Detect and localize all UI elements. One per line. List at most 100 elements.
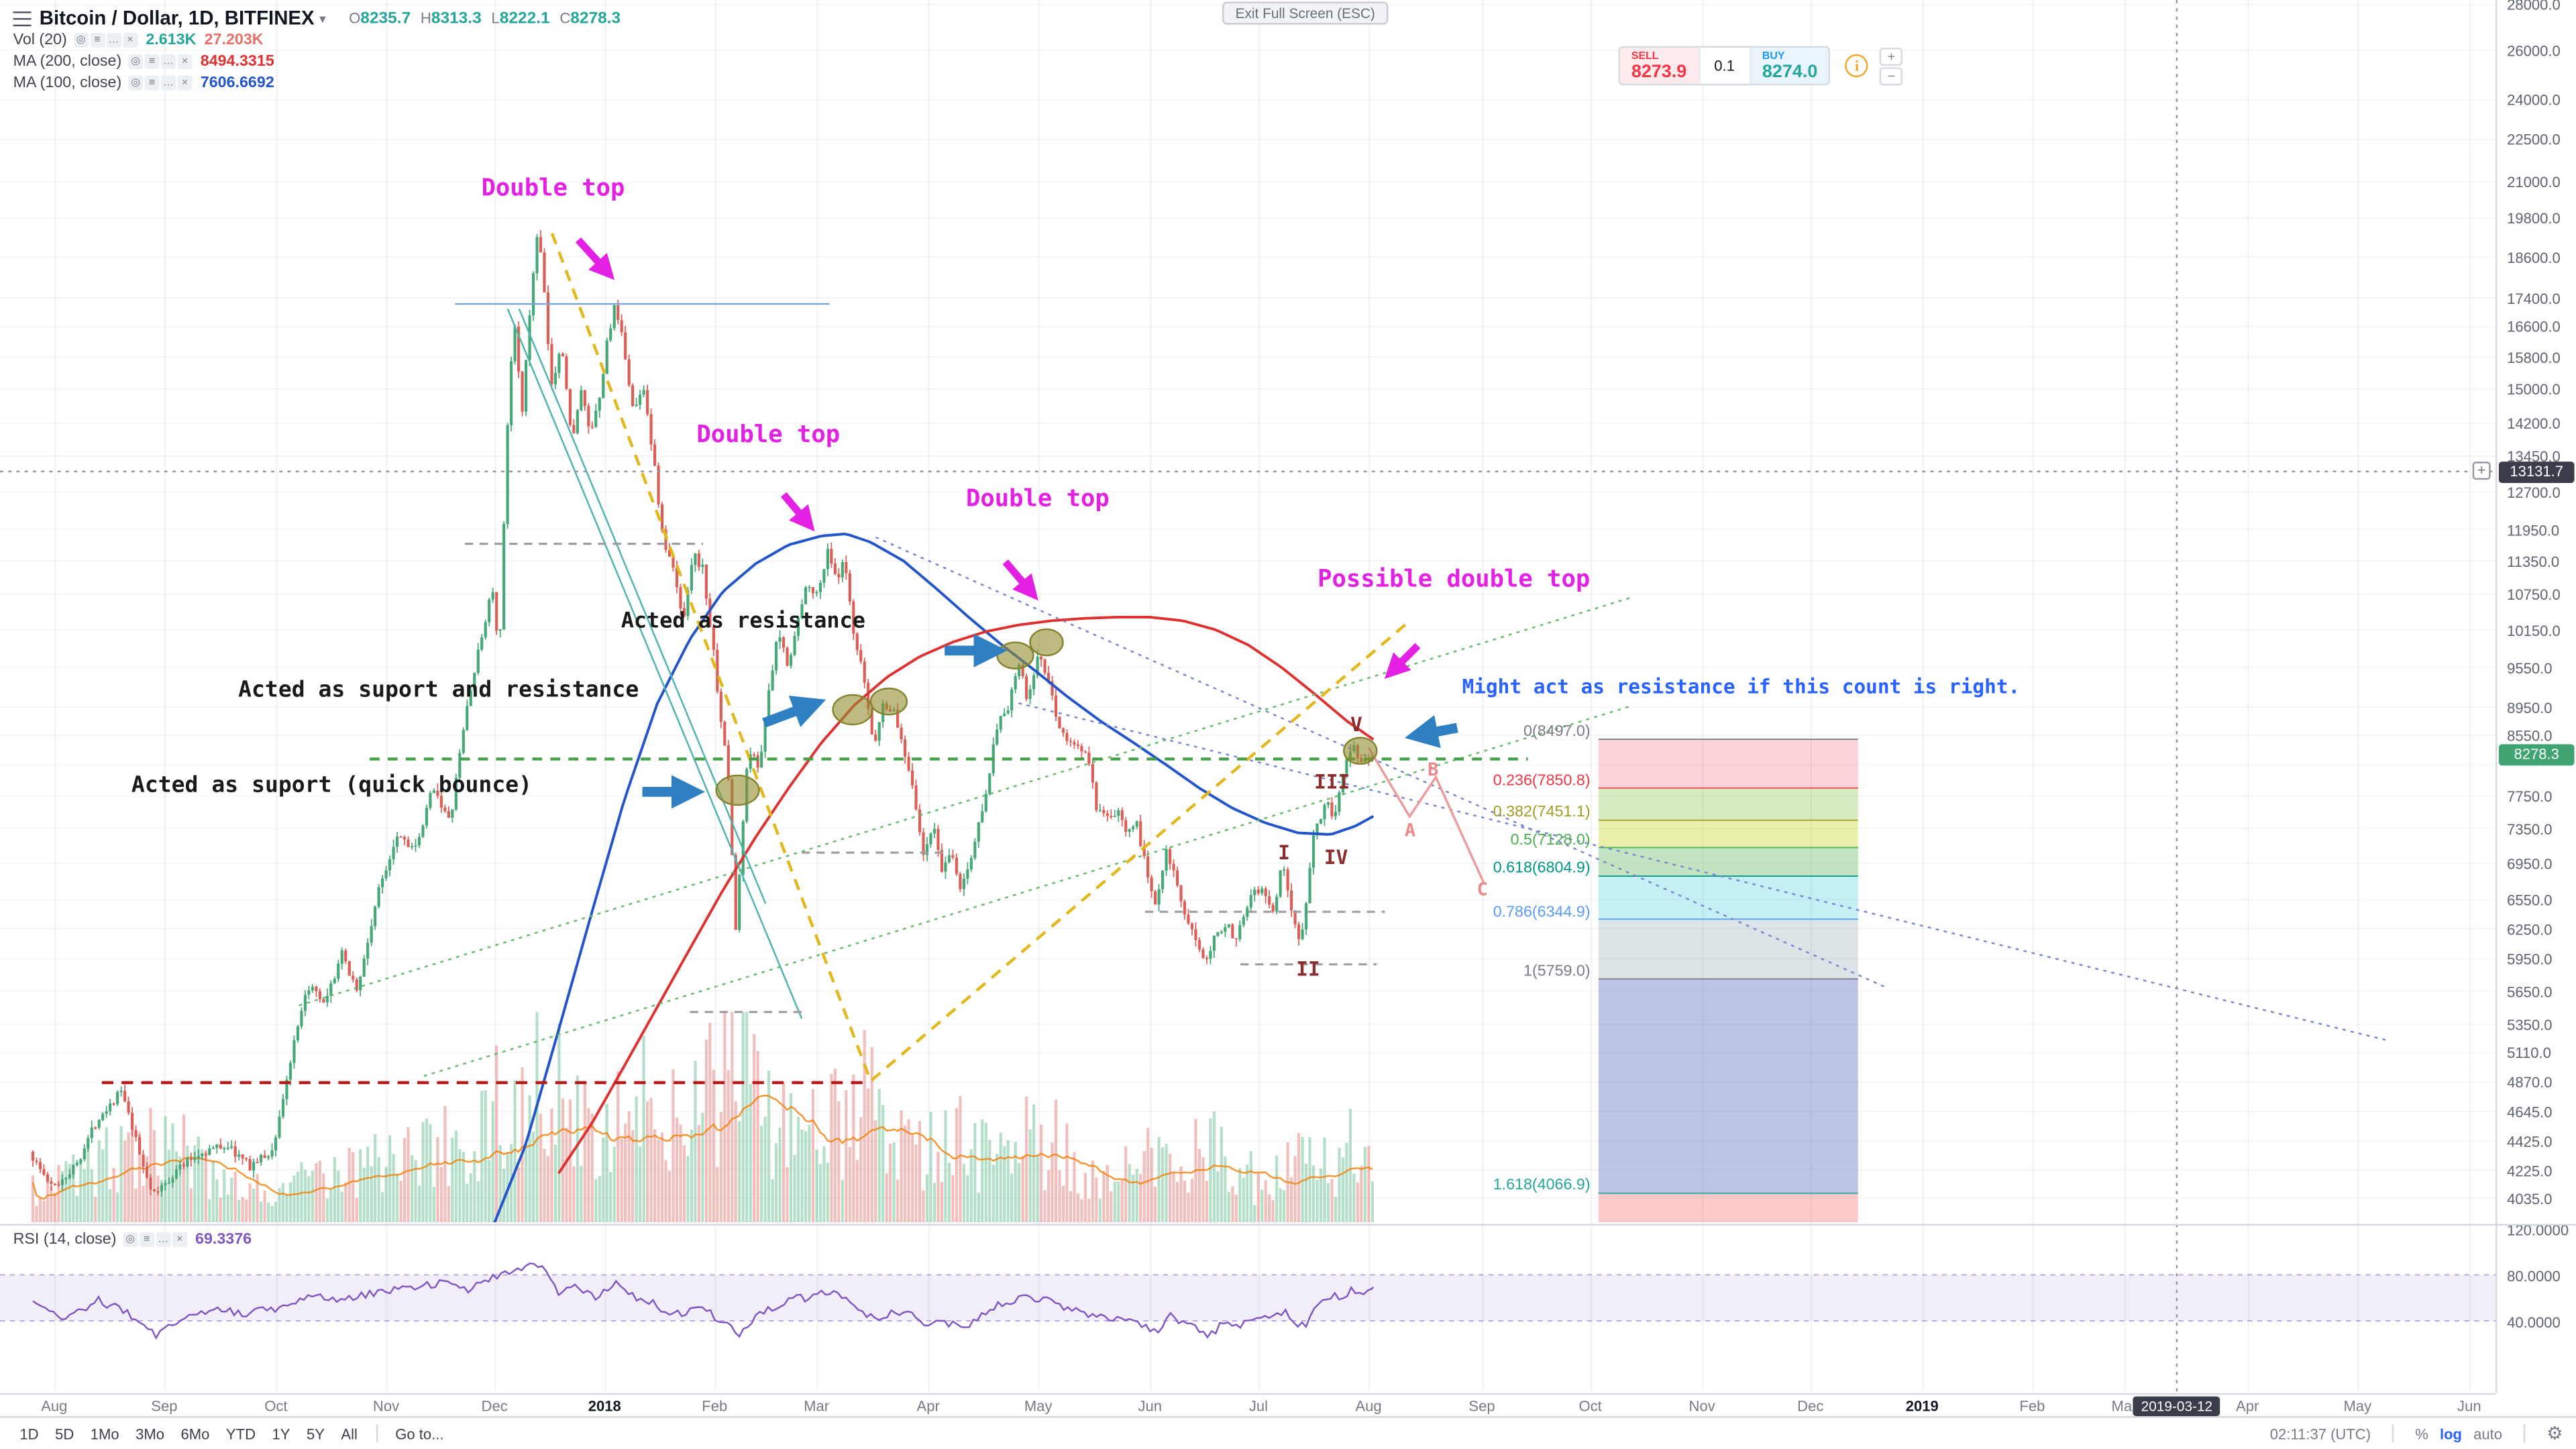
scale-button-%[interactable]: % (2415, 1425, 2428, 1442)
crosshair (0, 0, 2496, 1392)
range-button-1y[interactable]: 1Y (272, 1425, 290, 1442)
time-tick: Aug (1355, 1398, 1382, 1415)
blue-dotted-resistance-1[interactable] (875, 536, 1886, 988)
range-button-5y[interactable]: 5Y (306, 1425, 325, 1442)
green-dotted-support-1[interactable] (299, 597, 1630, 1006)
abc-projection[interactable] (1367, 747, 1485, 883)
highlight-ellipse[interactable] (996, 641, 1034, 669)
close-icon[interactable]: × (123, 32, 138, 47)
price-tick: 22500.0 (2507, 131, 2561, 149)
menu-icon[interactable]: ≡ (144, 53, 160, 68)
chart-canvas[interactable] (0, 0, 2496, 1393)
fib-retracement[interactable] (1598, 739, 1858, 1223)
time-tick: Dec (1797, 1398, 1824, 1415)
teal-trendline-2[interactable] (518, 308, 767, 904)
more-icon[interactable]: … (156, 1232, 171, 1247)
time-tick: Jun (1138, 1398, 1163, 1415)
visibility-icon[interactable]: ◎ (73, 32, 89, 47)
symbol-menu-icon[interactable] (13, 10, 32, 25)
close-icon[interactable]: × (177, 53, 193, 68)
time-tick: 2019 (1905, 1398, 1939, 1415)
more-icon[interactable]: … (106, 32, 121, 47)
indicator-name: MA (100, close) (13, 72, 122, 91)
price-tick: 19800.0 (2507, 211, 2561, 227)
indicator-value: 7606.6692 (200, 72, 274, 91)
time-tick: Oct (264, 1398, 288, 1415)
increase-quantity-button[interactable]: + (1880, 46, 1903, 65)
indicator-value: 2.613K (146, 30, 197, 49)
yellow-dashed-path[interactable] (550, 232, 1411, 1084)
teal-trendline-1[interactable] (506, 308, 803, 1019)
time-tick: Mar (2111, 1398, 2137, 1415)
sell-label: SELL (1631, 50, 1659, 62)
arrow-drawing[interactable] (1384, 643, 1421, 680)
indicator-action-icons: ◎ ≡… × (73, 32, 138, 47)
time-tick: May (2343, 1398, 2372, 1415)
range-button-all[interactable]: All (341, 1425, 358, 1442)
arrow-drawing[interactable] (1404, 715, 1458, 749)
price-tick: 4645.0 (2507, 1104, 2553, 1121)
volume-bars (31, 1012, 1374, 1223)
buy-button[interactable]: BUY 8274.0 (1750, 46, 1831, 86)
menu-icon[interactable]: ≡ (90, 32, 105, 47)
arrow-drawing[interactable] (762, 696, 826, 728)
visibility-icon[interactable]: ◎ (128, 53, 144, 68)
sell-button[interactable]: SELL 8273.9 (1618, 46, 1699, 86)
range-button-5d[interactable]: 5D (55, 1425, 74, 1442)
range-button-3mo[interactable]: 3Mo (136, 1425, 165, 1442)
quantity-field[interactable]: 0.1 (1698, 46, 1751, 86)
highlight-ellipse[interactable] (869, 687, 908, 716)
indicator-value: 27.203K (204, 30, 264, 49)
price-tick: 8550.0 (2507, 728, 2553, 745)
highlight-ellipse[interactable] (715, 774, 760, 806)
pane-separator[interactable] (0, 1224, 2576, 1226)
goto-button[interactable]: Go to... (395, 1425, 444, 1442)
highlight-ellipse[interactable] (832, 694, 873, 726)
clock: 02:11:37 (UTC) (2269, 1425, 2371, 1442)
visibility-icon[interactable]: ◎ (123, 1232, 138, 1247)
menu-icon[interactable]: ≡ (144, 74, 160, 90)
more-icon[interactable]: … (161, 53, 176, 68)
candles (31, 230, 1374, 1197)
range-button-1mo[interactable]: 1Mo (90, 1425, 119, 1442)
price-tick: 4870.0 (2507, 1075, 2553, 1091)
price-tick: 11950.0 (2507, 521, 2560, 539)
scale-button-log[interactable]: log (2439, 1425, 2463, 1442)
price-tick: 5350.0 (2507, 1016, 2553, 1034)
info-icon[interactable]: i (1845, 54, 1869, 78)
time-tick: Sep (1468, 1398, 1495, 1415)
time-tick: Aug (41, 1398, 68, 1415)
close-icon[interactable]: × (177, 74, 193, 90)
crosshair-price-badge: 13131.7 (2498, 460, 2575, 482)
range-button-ytd[interactable]: YTD (225, 1425, 256, 1442)
arrow-drawing[interactable] (780, 492, 815, 532)
indicator-name: Vol (20) (13, 30, 67, 49)
menu-icon[interactable]: ≡ (139, 1232, 154, 1247)
add-alert-plus-button[interactable]: + (2472, 462, 2491, 480)
price-tick: 4425.0 (2507, 1134, 2553, 1150)
time-tick: Apr (916, 1398, 940, 1415)
arrow-drawing[interactable] (575, 237, 615, 280)
gear-icon[interactable]: ⚙ (2546, 1424, 2563, 1444)
scale-button-auto[interactable]: auto (2473, 1425, 2503, 1442)
range-button-6mo[interactable]: 6Mo (180, 1425, 210, 1442)
time-axis[interactable]: 2019-03-12 Aug Sep Oct Nov Dec 2018 Feb Mar Apr M… (0, 1393, 2496, 1417)
range-button-1d[interactable]: 1D (19, 1425, 39, 1442)
visibility-icon[interactable]: ◎ (128, 74, 144, 90)
highlight-ellipse[interactable] (1343, 737, 1378, 765)
ohlc-value: 8235.7 (360, 9, 411, 28)
price-tick: 28000.0 (2507, 0, 2561, 14)
time-tick: Jun (2457, 1398, 2481, 1415)
more-icon[interactable]: … (161, 74, 176, 90)
time-tick: Sep (151, 1398, 178, 1415)
chevron-down-icon[interactable]: ▾ (319, 10, 326, 25)
close-icon[interactable]: × (172, 1232, 187, 1247)
indicator-value: 8494.3315 (200, 52, 274, 70)
time-tick: Jul (1248, 1398, 1269, 1415)
arrow-drawing[interactable] (1002, 559, 1038, 601)
price-axis[interactable]: 13131.7 8278.3 28000.0 26000.0 24000.0 2250… (2496, 0, 2576, 1393)
symbol-title[interactable]: Bitcoin / Dollar, 1D, BITFINEX (39, 6, 315, 30)
decrease-quantity-button[interactable]: − (1880, 66, 1903, 85)
time-tick: Nov (1688, 1398, 1715, 1415)
highlight-ellipse[interactable] (1029, 628, 1064, 657)
